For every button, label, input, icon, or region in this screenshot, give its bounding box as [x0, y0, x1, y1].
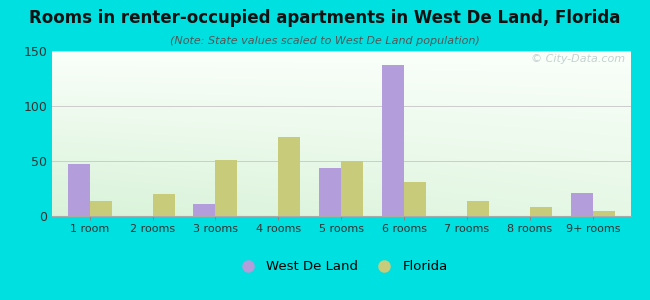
Text: Rooms in renter-occupied apartments in West De Land, Florida: Rooms in renter-occupied apartments in W… [29, 9, 621, 27]
Bar [278, 137, 300, 216]
Bar [530, 207, 552, 216]
Bar [467, 201, 489, 216]
Bar [68, 164, 90, 216]
Legend: West De Land, Florida: West De Land, Florida [229, 255, 454, 279]
Bar [153, 194, 175, 216]
Bar [404, 182, 426, 216]
Bar [593, 211, 615, 216]
Bar [216, 160, 237, 216]
Bar [382, 65, 404, 216]
Bar [571, 193, 593, 216]
Bar [194, 204, 216, 216]
Bar [341, 161, 363, 216]
Text: © City-Data.com: © City-Data.com [530, 54, 625, 64]
Bar [90, 201, 112, 216]
Text: (Note: State values scaled to West De Land population): (Note: State values scaled to West De La… [170, 36, 480, 46]
Bar [319, 168, 341, 216]
